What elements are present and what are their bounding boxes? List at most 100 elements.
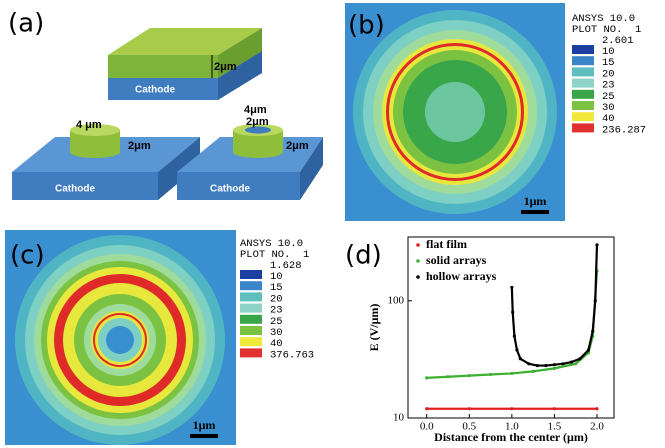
legend-level: 10: [270, 271, 283, 283]
data-point: [468, 374, 471, 377]
dim-label: 2μm: [286, 140, 309, 152]
legend-swatch: [240, 337, 262, 346]
data-point: [561, 362, 564, 365]
legend-swatch: [240, 326, 262, 335]
contour-ring: [425, 82, 485, 142]
data-point: [510, 286, 513, 289]
legend-level: 236.287: [602, 124, 646, 136]
dim-label: 2μm: [246, 116, 269, 128]
legend-level: 23: [602, 80, 615, 92]
legend-swatch: [240, 304, 262, 313]
legend-marker: [416, 243, 420, 247]
legend-level: 20: [270, 293, 283, 305]
data-point: [511, 311, 514, 314]
legend-level: 20: [602, 68, 615, 80]
data-point: [510, 372, 513, 375]
panel-label: (a): [8, 9, 44, 39]
legend-swatch: [572, 67, 594, 76]
legend-marker: [416, 259, 420, 263]
data-point: [570, 360, 573, 363]
data-point: [574, 362, 577, 365]
data-point: [532, 370, 535, 373]
legend-label: solid arrays: [426, 253, 487, 267]
data-point: [468, 407, 471, 410]
x-axis-label: Distance from the center (μm): [434, 430, 588, 444]
data-point: [553, 367, 556, 370]
cylinder: [70, 146, 120, 158]
film-front: [108, 55, 218, 78]
dim-label: 2μm: [128, 140, 151, 152]
data-point: [425, 407, 428, 410]
legend-level: 30: [602, 102, 615, 114]
dim-label: 4μm: [244, 104, 267, 116]
legend-level: 1.628: [270, 260, 302, 272]
legend-level: 10: [602, 46, 615, 58]
scale-label: 1μm: [193, 418, 216, 432]
data-point: [425, 376, 428, 379]
data-point: [595, 243, 598, 246]
legend-label: hollow arrays: [426, 269, 497, 283]
cathode-label: Cathode: [135, 85, 175, 96]
legend-level: 40: [602, 113, 615, 125]
data-point: [515, 348, 518, 351]
data-point: [553, 407, 556, 410]
data-point: [544, 364, 547, 367]
panel-label: (c): [10, 241, 45, 271]
legend-swatch: [572, 101, 594, 110]
data-point: [446, 375, 449, 378]
scale-label: 1μm: [524, 194, 547, 208]
data-point: [519, 357, 522, 360]
legend-swatch: [572, 90, 594, 99]
panel-a: (a) Cathode 2μm 4 μm 2μm Cathode 4μm 2μm…: [8, 9, 323, 201]
legend-swatch: [240, 315, 262, 324]
legend-swatch: [572, 112, 594, 121]
legend-swatch: [572, 56, 594, 65]
legend-level: 376.763: [270, 349, 314, 361]
legend-swatch: [240, 281, 262, 290]
legend-swatch: [240, 348, 262, 357]
series-line: [512, 245, 597, 366]
x-tick-label: 0.0: [420, 421, 434, 433]
scale-bar: [521, 210, 549, 214]
y-tick-label: 10: [393, 412, 405, 424]
x-tick-label: 2.0: [590, 421, 604, 433]
cathode-label: Cathode: [55, 184, 95, 195]
panel-label: (d): [345, 241, 382, 271]
cathode-label: Cathode: [210, 184, 250, 195]
legend-marker: [416, 275, 420, 279]
data-point: [595, 407, 598, 410]
data-point: [587, 348, 590, 351]
scale-bar: [190, 434, 218, 438]
panel-label: (b): [348, 11, 385, 41]
cylinder: [233, 146, 283, 158]
data-point: [489, 373, 492, 376]
data-point: [578, 357, 581, 360]
data-point: [594, 299, 597, 302]
data-point: [513, 334, 516, 337]
legend-level: 2.601: [602, 35, 634, 47]
legend-swatch: [572, 79, 594, 88]
legend-level: 40: [270, 338, 283, 350]
legend-level: 15: [602, 57, 615, 69]
dim-label: 4 μm: [76, 119, 102, 131]
y-axis-label: E (V/μm): [367, 304, 381, 352]
data-point: [553, 363, 556, 366]
y-tick-label: 100: [388, 294, 405, 306]
dim-label: 2μm: [214, 61, 237, 73]
contour-ring: [106, 326, 134, 354]
data-point: [536, 364, 539, 367]
legend-swatch: [240, 292, 262, 301]
legend-swatch: [240, 270, 262, 279]
data-point: [527, 362, 530, 365]
legend-swatch: [572, 123, 594, 132]
figure: (a) Cathode 2μm 4 μm 2μm Cathode 4μm 2μm…: [0, 0, 665, 448]
data-point: [510, 407, 513, 410]
legend-level: 15: [270, 282, 283, 294]
legend-swatch: [572, 45, 594, 54]
legend-level: 30: [270, 327, 283, 339]
legend-level: 25: [270, 316, 283, 328]
data-point: [591, 330, 594, 333]
